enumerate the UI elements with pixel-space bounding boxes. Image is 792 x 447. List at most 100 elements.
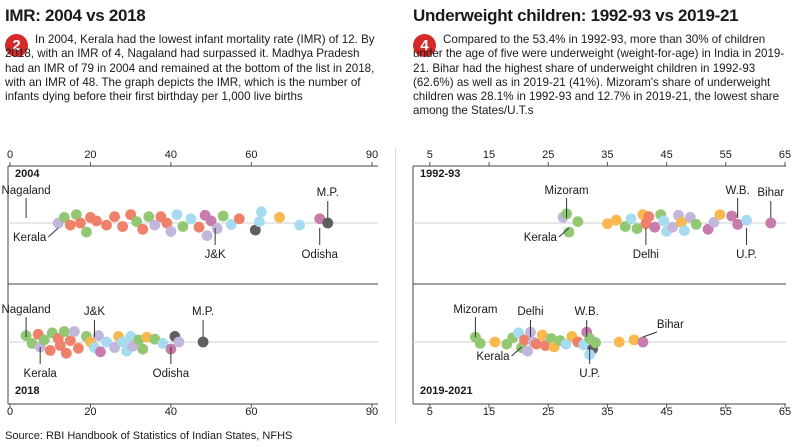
data-point [233, 213, 245, 225]
data-point [474, 338, 486, 349]
tick-label: 15 [483, 406, 495, 418]
data-point [649, 221, 661, 233]
data-point [667, 221, 678, 233]
data-point [249, 224, 261, 236]
data-point [143, 211, 155, 223]
source-note: Source: RBI Handbook of Statistics of In… [5, 430, 293, 442]
data-point [72, 342, 84, 354]
state-label: W.B. [575, 306, 599, 318]
data-point [732, 219, 744, 230]
data-point [91, 215, 102, 227]
data-point [197, 336, 209, 348]
data-point [44, 345, 56, 356]
row-label: 2019-2021 [420, 385, 473, 397]
tick-label: 20 [84, 149, 96, 161]
state-label: J&K [84, 306, 105, 318]
data-point [274, 212, 285, 223]
data-point [93, 330, 104, 342]
data-point [193, 221, 205, 233]
state-label: W.B. [726, 185, 750, 197]
data-point [58, 326, 70, 337]
tick-label: 65 [779, 149, 791, 161]
data-point [610, 214, 622, 226]
state-label: M.P. [192, 306, 214, 318]
tick-label: 65 [779, 406, 791, 418]
data-point [125, 209, 137, 221]
state-label: Kerala [524, 232, 558, 244]
label-leader [558, 227, 570, 238]
tick-label: 90 [366, 406, 378, 418]
data-point [217, 210, 229, 222]
row-label: 2018 [15, 385, 39, 397]
data-point [117, 221, 129, 232]
tick-label: 35 [601, 406, 613, 418]
data-point [26, 338, 38, 349]
data-point [255, 206, 267, 218]
data-point [253, 216, 265, 228]
data-point [708, 216, 720, 228]
data-point [658, 215, 670, 227]
data-point [205, 215, 217, 227]
state-label: J&K [205, 249, 226, 261]
data-point [522, 345, 533, 357]
data-point [201, 230, 213, 242]
data-point [173, 336, 185, 348]
data-point [149, 219, 161, 231]
tick-label: 15 [483, 149, 495, 161]
state-label: U.P. [736, 249, 757, 261]
data-point [165, 226, 177, 237]
data-point [95, 346, 106, 358]
data-point [161, 217, 173, 229]
data-point [81, 226, 92, 238]
data-point [101, 336, 112, 348]
data-point [690, 219, 702, 230]
data-point [536, 329, 548, 341]
data-point [625, 213, 637, 225]
tick-label: 40 [165, 406, 177, 418]
data-point [678, 225, 690, 237]
data-point [314, 213, 326, 225]
data-point [530, 338, 542, 350]
right-description: Compared to the 53.4% in 1992-93, more t… [413, 33, 785, 118]
state-label: Kerala [24, 368, 58, 380]
state-label: U.P. [579, 368, 600, 380]
data-point [58, 212, 70, 223]
tick-label: 90 [366, 149, 378, 161]
data-point [225, 219, 237, 230]
data-point [765, 217, 777, 229]
data-point [628, 334, 640, 346]
data-point [545, 333, 557, 344]
data-point [177, 221, 189, 232]
state-label: Kerala [13, 232, 47, 244]
data-point [294, 219, 305, 231]
tick-label: 5 [427, 406, 433, 418]
left-chart-title: IMR: 2004 vs 2018 [5, 6, 146, 25]
data-point [60, 347, 72, 359]
data-point [741, 214, 752, 226]
tick-label: 60 [245, 149, 257, 161]
row-label: 1992-93 [420, 168, 460, 180]
label-leader [511, 346, 522, 357]
tick-label: 45 [660, 406, 672, 418]
data-point [602, 218, 613, 230]
data-point [149, 333, 161, 345]
number-badge: 2 [5, 34, 28, 57]
data-point [137, 343, 149, 355]
state-label: Nagaland [1, 304, 50, 316]
right-chart-title: Underweight children: 1992-93 vs 2019-21 [413, 6, 739, 25]
data-point [74, 217, 86, 229]
data-point [637, 336, 649, 348]
data-point [109, 342, 120, 353]
label-leader [47, 227, 59, 238]
data-point [590, 337, 601, 349]
label-leader [642, 331, 658, 338]
tick-label: 60 [245, 406, 257, 418]
data-point [171, 209, 183, 221]
data-point [714, 209, 726, 221]
data-point [157, 338, 169, 349]
data-point [613, 336, 625, 348]
data-point [489, 336, 501, 348]
data-point [563, 226, 575, 238]
data-point [131, 216, 143, 228]
data-point [631, 223, 643, 235]
